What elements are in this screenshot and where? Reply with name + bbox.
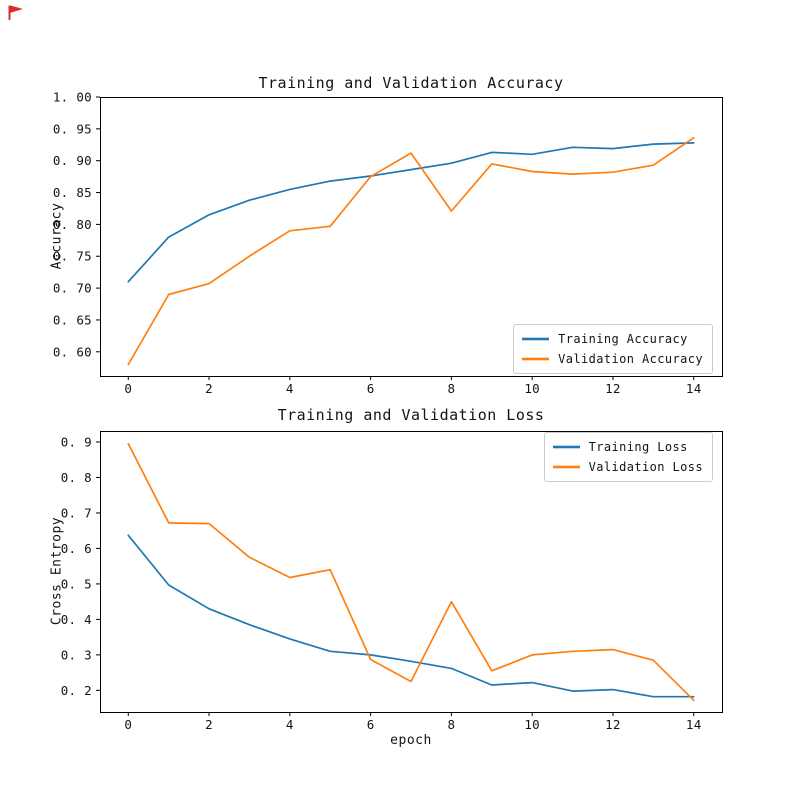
x-tick-label: 10: [524, 717, 540, 732]
flag-pennant: [10, 5, 23, 13]
x-tick-label: 4: [286, 717, 294, 732]
y-tick-label: 0. 7: [61, 505, 92, 520]
accuracy-chart-title: Training and Validation Accuracy: [258, 74, 564, 92]
y-tick-label: 0. 8: [61, 470, 92, 485]
legend-label: Training Accuracy: [558, 332, 688, 346]
y-tick-label: 0. 85: [53, 185, 92, 200]
y-tick-label: 0. 4: [61, 612, 92, 627]
x-tick-label: 8: [447, 717, 455, 732]
x-tick-label: 10: [524, 381, 540, 396]
x-tick-label: 6: [367, 381, 375, 396]
training-and-validation-loss-plot: 0 2 4 6 8 10 12 14 0. 2 0. 3 0. 4 0. 5 0. 6 0. 7 0. 8 0…: [61, 431, 723, 732]
y-tick-label: 0. 5: [61, 576, 92, 591]
training-and-validation-accuracy-plot: 0 2 4 6 8 10 12 14 0. 60 0. 65 0. 70 0. 75 0. 80 0. 8…: [53, 90, 723, 396]
accuracy-y-axis-label: Accuracy: [49, 202, 65, 270]
validation-loss-line-icon: [552, 465, 580, 469]
x-tick-label: 2: [205, 717, 213, 732]
legend-item-validation-accuracy: Validation Accuracy: [522, 349, 703, 369]
y-tick-label: 0. 3: [61, 647, 92, 662]
x-tick-label: 0: [124, 381, 132, 396]
training-accuracy-line: [127, 142, 695, 283]
training-accuracy-line-icon: [522, 337, 550, 341]
validation-accuracy-line-icon: [522, 357, 550, 361]
y-tick-label: 0. 9: [61, 434, 92, 449]
y-tick-label: 0. 65: [53, 312, 92, 327]
legend-label: Validation Loss: [588, 460, 703, 474]
x-tick-label: 14: [686, 717, 702, 732]
legend-item-training-loss: Training Loss: [552, 437, 703, 457]
loss-y-axis-label: Cross Entropy: [49, 516, 65, 626]
y-tick-label: 0. 90: [53, 153, 92, 168]
axes-frame: [100, 431, 723, 713]
legend-label: Training Loss: [588, 440, 688, 454]
x-tick-label: 8: [447, 381, 455, 396]
x-tick-label: 12: [605, 381, 621, 396]
x-tick-label: 0: [124, 717, 132, 732]
y-tick-label: 0. 70: [53, 281, 92, 296]
legend-item-validation-loss: Validation Loss: [552, 457, 703, 477]
x-tick-label: 6: [367, 717, 375, 732]
legend-label: Validation Accuracy: [558, 352, 703, 366]
red-flag-icon: [8, 5, 23, 20]
y-tick-label: 0. 6: [61, 541, 92, 556]
y-tick-label: 0. 80: [53, 217, 92, 232]
training-loss-line-icon: [552, 445, 580, 449]
validation-loss-line: [127, 442, 695, 702]
loss-legend: Training Loss Validation Loss: [543, 432, 713, 482]
x-tick-label: 4: [286, 381, 294, 396]
y-tick-label: 0. 75: [53, 249, 92, 264]
validation-accuracy-line: [127, 136, 695, 366]
x-tick-label: 12: [605, 717, 621, 732]
training-loss-line: [127, 534, 695, 698]
legend-item-training-accuracy: Training Accuracy: [522, 329, 703, 349]
accuracy-legend: Training Accuracy Validation Accuracy: [513, 324, 713, 374]
flag-pole: [8, 5, 11, 20]
y-tick-label: 1. 00: [53, 90, 92, 105]
x-tick-label: 2: [205, 381, 213, 396]
y-tick-label: 0. 95: [53, 121, 92, 136]
y-tick-label: 0. 60: [53, 344, 92, 359]
loss-chart-title: Training and Validation Loss: [277, 406, 545, 424]
axes-frame: [100, 97, 723, 377]
epoch-x-axis-label: epoch: [390, 733, 432, 748]
y-tick-label: 0. 2: [61, 683, 92, 698]
x-tick-label: 14: [686, 381, 702, 396]
